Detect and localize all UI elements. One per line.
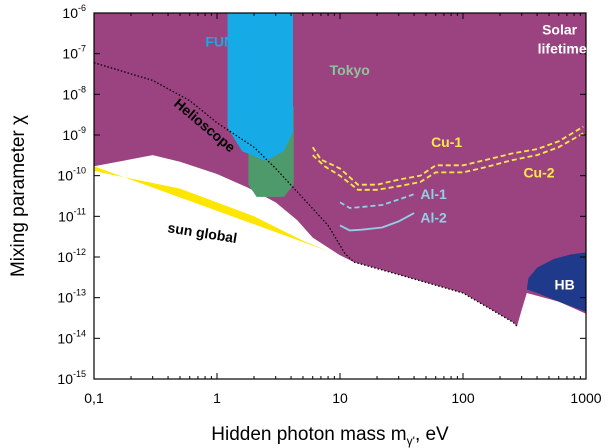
- label-al-1: Al-1: [420, 186, 447, 202]
- label-cu-1: Cu-1: [431, 134, 462, 150]
- line-helioscope: [94, 62, 518, 327]
- y-tick-label: 10-8: [62, 84, 86, 102]
- y-tick-label: 10-7: [62, 44, 86, 62]
- x-tick-label: 100: [451, 390, 475, 406]
- plot-area: [94, 13, 586, 327]
- y-tick-label: 10-11: [58, 206, 86, 224]
- label-funk-1: FUNK-1: [205, 34, 257, 50]
- y-tick-label: 10-15: [57, 369, 86, 387]
- x-axis-label: Hidden photon mass mγ', eV: [211, 424, 449, 448]
- label-hb: HB: [554, 276, 574, 292]
- line-cu-1: [311, 125, 584, 186]
- region-funk-1: [227, 13, 293, 161]
- x-tick-label: 1000: [570, 390, 601, 406]
- line-al-1: [339, 193, 415, 209]
- region-sun-global: [94, 166, 329, 252]
- x-tick-label: 1: [213, 390, 221, 406]
- y-tick-label: 10-14: [57, 328, 86, 346]
- line-cu-2: [312, 132, 584, 191]
- line-al-2: [339, 212, 415, 232]
- y-tick-label: 10-6: [62, 3, 86, 21]
- y-tick-label: 10-12: [57, 247, 86, 265]
- x-tick-label: 0,1: [84, 390, 104, 406]
- region-hb: [526, 252, 586, 312]
- label-cu-2: Cu-2: [523, 165, 554, 181]
- label-sun-global: sun global: [167, 219, 239, 246]
- y-tick-label: 10-9: [62, 125, 86, 143]
- x-tick-label: 10: [332, 390, 348, 406]
- label-tokyo: Tokyo: [330, 62, 370, 78]
- label-solar: Solar: [542, 21, 578, 37]
- label-al-2: Al-2: [420, 210, 447, 226]
- y-axis-label: Mixing parameter χ: [8, 115, 29, 277]
- y-tick-label: 10-10: [57, 166, 86, 184]
- y-tick-label: 10-13: [57, 288, 86, 306]
- label-lifetime: lifetime: [538, 41, 587, 57]
